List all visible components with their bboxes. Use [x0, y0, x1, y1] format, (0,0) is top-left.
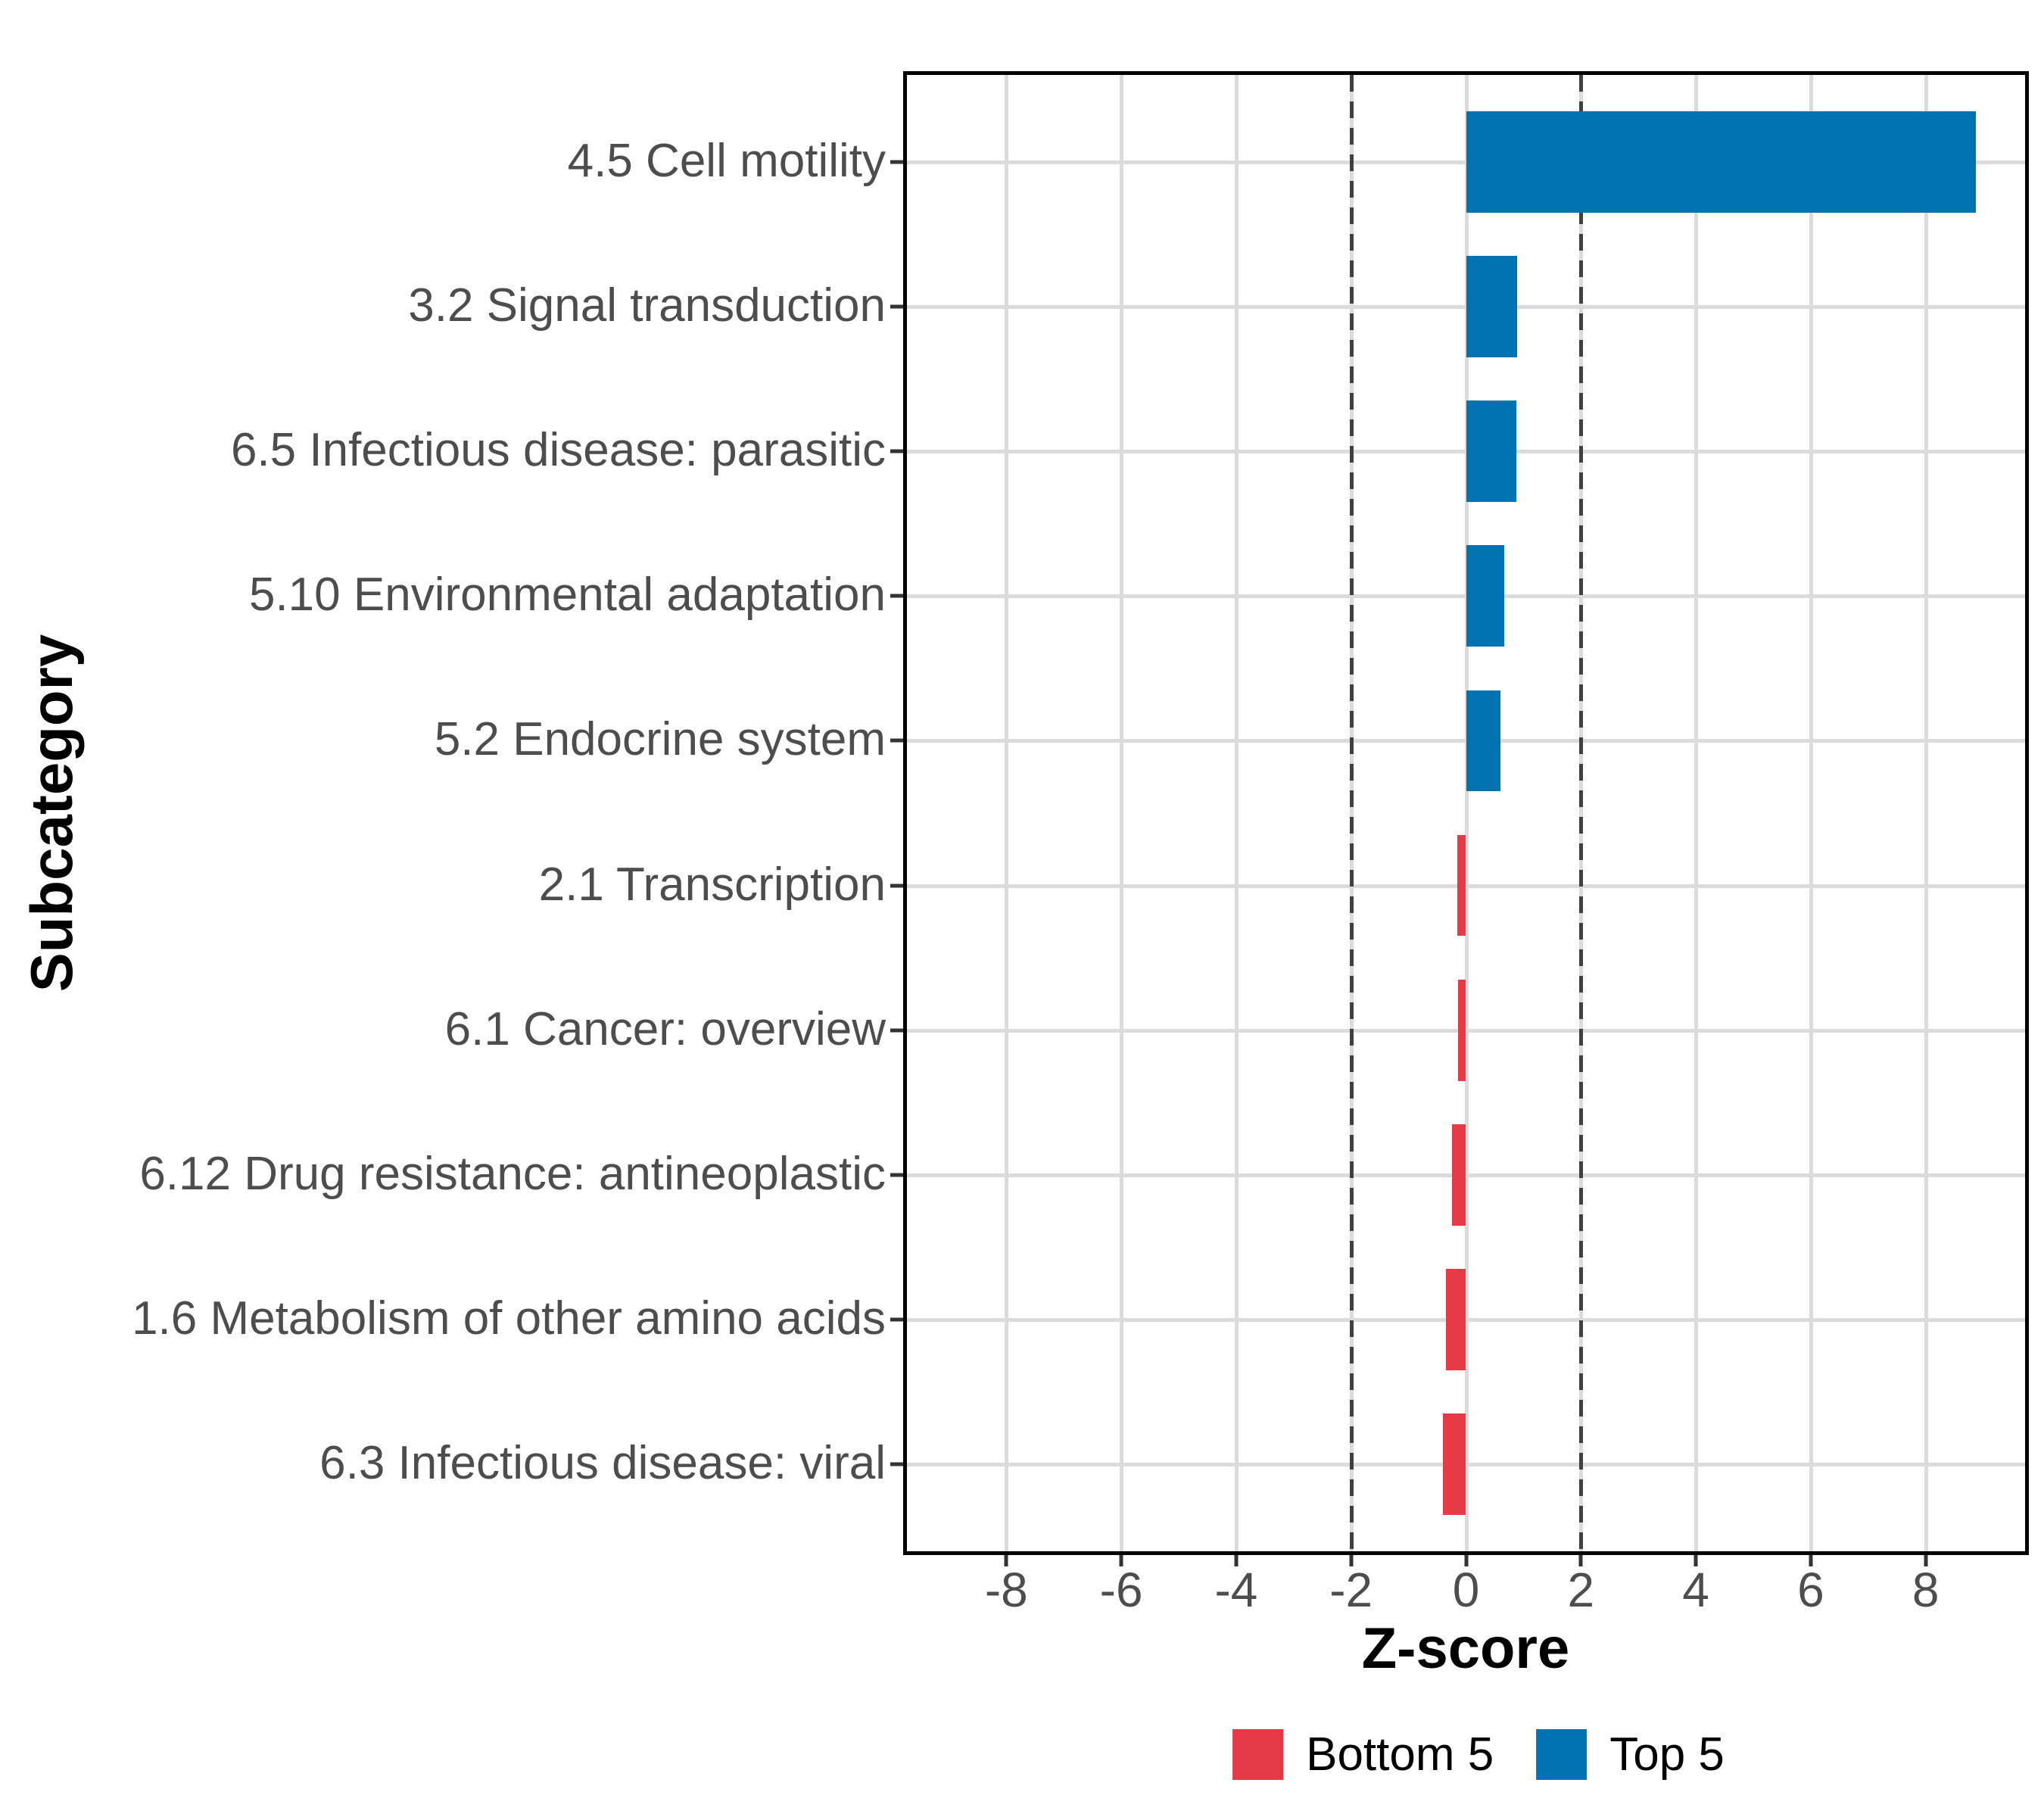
- x-gridline: [1924, 75, 1928, 1551]
- legend-item: Bottom 5: [1232, 1729, 1494, 1780]
- x-gridline: [1464, 75, 1469, 1551]
- x-tick-mark: [1004, 1555, 1008, 1566]
- x-tick-label: 8: [1912, 1563, 1940, 1617]
- y-tick-mark: [890, 884, 903, 888]
- y-tick-label: 5.2 Endocrine system: [434, 713, 886, 766]
- y-tick-label: 6.5 Infectious disease: parasitic: [230, 423, 886, 476]
- legend-label: Bottom 5: [1306, 1728, 1494, 1781]
- legend-swatch: [1536, 1729, 1588, 1780]
- x-tick-label: 6: [1797, 1563, 1824, 1617]
- bar: [1466, 111, 1976, 213]
- reference-dashed-line: [1579, 75, 1584, 1551]
- y-tick-label: 4.5 Cell motility: [567, 134, 886, 187]
- x-tick-label: 0: [1452, 1563, 1480, 1617]
- bar: [1466, 545, 1504, 647]
- y-tick-label: 5.10 Environmental adaptation: [248, 568, 886, 621]
- y-tick-label: 3.2 Signal transduction: [408, 279, 886, 332]
- y-tick-mark: [890, 594, 903, 598]
- x-gridline: [1120, 75, 1124, 1551]
- x-tick-label: -8: [984, 1563, 1028, 1617]
- x-tick-mark: [1578, 1555, 1583, 1566]
- y-tick-label: 6.12 Drug resistance: antineoplastic: [139, 1147, 886, 1200]
- bar: [1466, 690, 1501, 792]
- y-tick-label: 6.3 Infectious disease: viral: [319, 1437, 886, 1490]
- y-tick-mark: [890, 1173, 903, 1177]
- bar: [1457, 834, 1466, 937]
- y-tick-label: 1.6 Metabolism of other amino acids: [132, 1292, 886, 1345]
- plot-panel: [907, 75, 2025, 1551]
- x-gridline: [1005, 75, 1009, 1551]
- bar: [1443, 1413, 1466, 1516]
- bar: [1457, 979, 1466, 1081]
- y-gridline: [907, 1463, 2025, 1467]
- y-tick-mark: [890, 304, 903, 309]
- x-tick-mark: [1119, 1555, 1123, 1566]
- x-tick-mark: [1693, 1555, 1698, 1566]
- y-gridline: [907, 1318, 2025, 1323]
- bar: [1451, 1124, 1466, 1226]
- x-tick-mark: [1234, 1555, 1239, 1566]
- y-axis-title: Subcategory: [18, 634, 85, 993]
- reference-dashed-line: [1349, 75, 1354, 1551]
- x-tick-mark: [1349, 1555, 1354, 1566]
- bar: [1466, 255, 1518, 357]
- legend-swatch: [1232, 1729, 1284, 1780]
- x-axis-title: Z-score: [1361, 1616, 1570, 1681]
- x-tick-label: -4: [1214, 1563, 1258, 1617]
- y-tick-mark: [890, 1028, 903, 1033]
- y-gridline: [907, 884, 2025, 888]
- y-tick-mark: [890, 1462, 903, 1466]
- bar: [1445, 1269, 1466, 1371]
- y-tick-label: 2.1 Transcription: [538, 858, 886, 911]
- y-tick-mark: [890, 449, 903, 453]
- x-tick-mark: [1464, 1555, 1468, 1566]
- x-gridline: [1694, 75, 1699, 1551]
- y-tick-mark: [890, 1317, 903, 1322]
- legend-item: Top 5: [1536, 1729, 1725, 1780]
- legend-label: Top 5: [1609, 1728, 1725, 1781]
- y-gridline: [907, 1173, 2025, 1177]
- bar: [1466, 400, 1516, 502]
- y-tick-mark: [890, 160, 903, 164]
- legend: Bottom 5 Top 5: [1232, 1729, 1725, 1780]
- y-tick-label: 6.1 Cancer: overview: [444, 1002, 886, 1055]
- y-tick-mark: [890, 738, 903, 743]
- y-gridline: [907, 1028, 2025, 1033]
- x-tick-label: -6: [1099, 1563, 1143, 1617]
- x-tick-label: 4: [1682, 1563, 1709, 1617]
- x-gridline: [1234, 75, 1239, 1551]
- x-tick-mark: [1924, 1555, 1928, 1566]
- x-tick-label: 2: [1567, 1563, 1595, 1617]
- x-tick-label: -2: [1329, 1563, 1373, 1617]
- x-tick-mark: [1809, 1555, 1813, 1566]
- x-gridline: [1809, 75, 1813, 1551]
